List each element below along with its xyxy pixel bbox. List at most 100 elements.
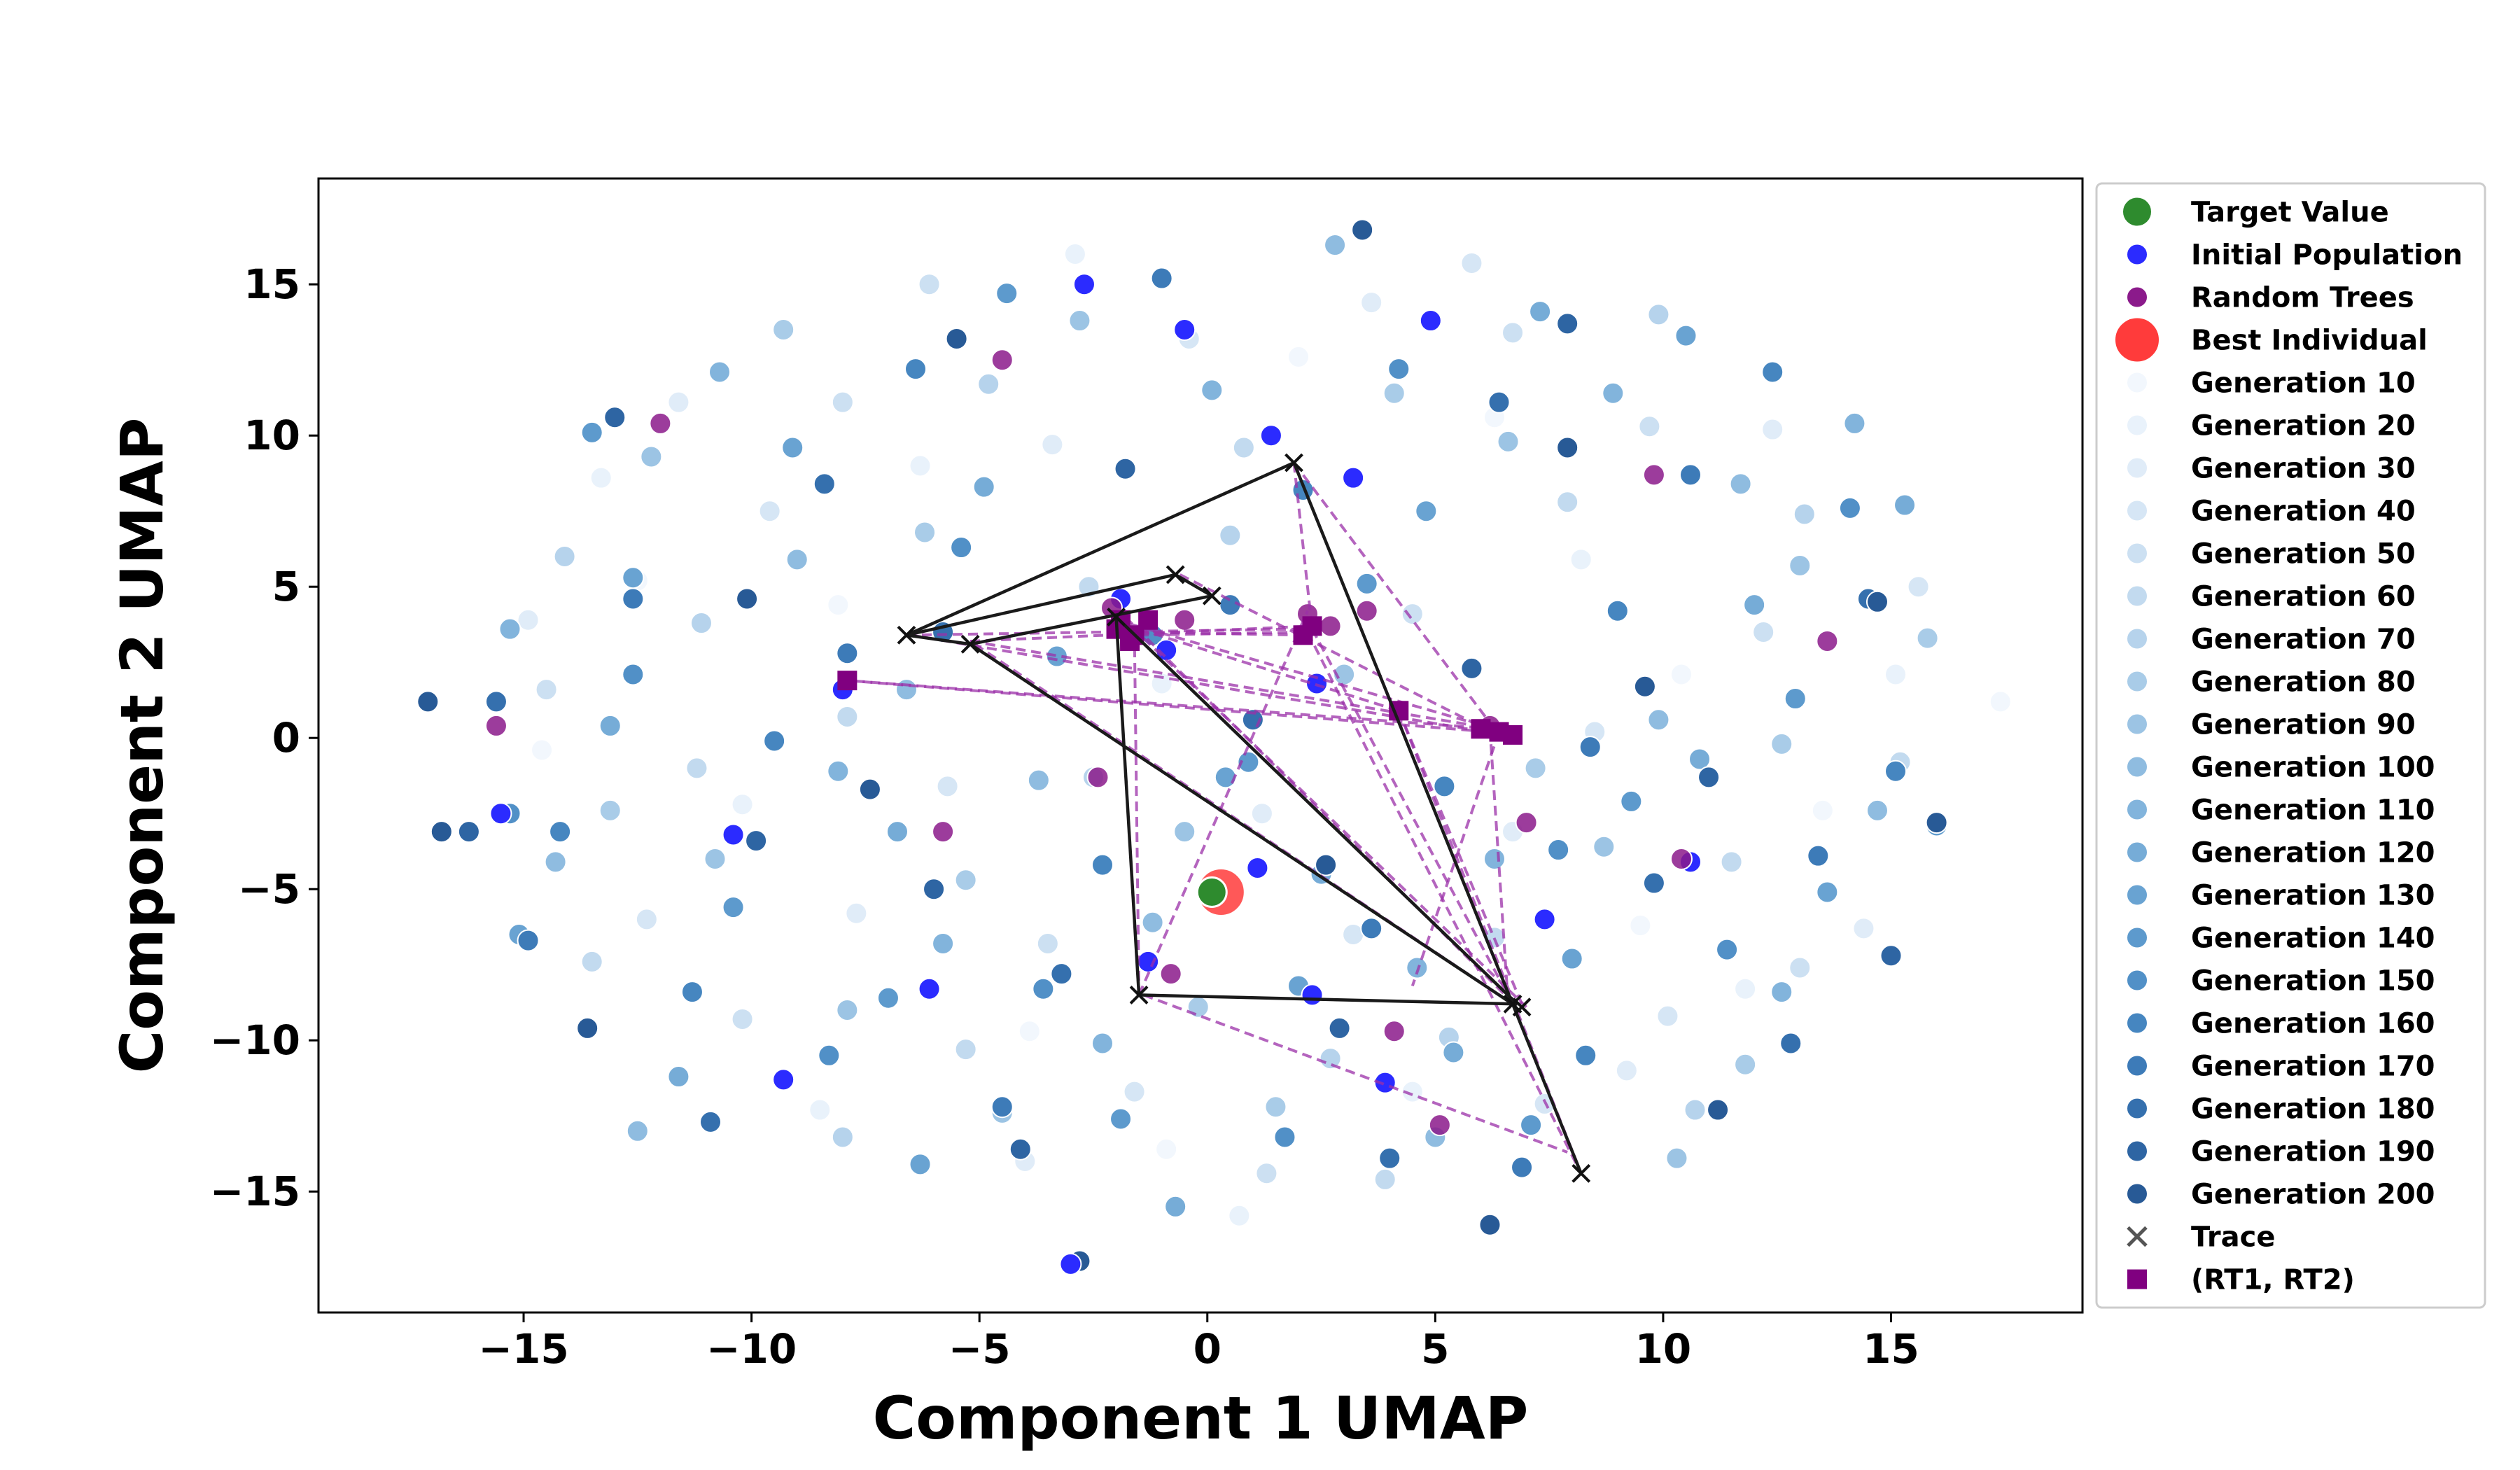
rt-pair-line — [1292, 462, 1314, 629]
generation-190-point — [1698, 766, 1721, 789]
random-tree-point — [1319, 615, 1342, 638]
generation-170-point — [1360, 917, 1383, 940]
generation-20-point — [731, 793, 754, 816]
x-tick-label: 10 — [1635, 1325, 1692, 1373]
legend-item-rt1-rt2: (RT1, RT2) — [2127, 1264, 2355, 1296]
generation-110-point — [827, 760, 850, 783]
legend-marker — [2126, 371, 2148, 394]
generation-50-point — [1401, 603, 1424, 626]
x-tick-label: −5 — [948, 1325, 1011, 1373]
legend-item-generation-30: Generation 30 — [2126, 453, 2416, 485]
legend-item-generation-130: Generation 130 — [2126, 880, 2435, 912]
rt-pair-line — [1292, 461, 1496, 730]
x-tick-label: 0 — [1194, 1325, 1222, 1373]
generation-160-point — [904, 358, 927, 381]
legend: Target Value Initial Population Random Tre… — [2095, 182, 2486, 1309]
generation-160-point — [1606, 599, 1629, 622]
generation-200-point — [416, 690, 440, 713]
legend-item-target-value: Target Value — [2122, 196, 2389, 229]
generation-100-point — [626, 1119, 649, 1142]
generation-160-point — [680, 981, 704, 1004]
legend-item-trace: Trace — [2127, 1222, 2275, 1254]
generation-90-point — [836, 999, 859, 1021]
legend-item-generation-20: Generation 20 — [2126, 410, 2416, 442]
generation-190-point — [1556, 312, 1579, 335]
generation-20-point — [1401, 1080, 1424, 1103]
legend-label: Random Trees — [2191, 282, 2414, 314]
legend-label: Generation 80 — [2191, 666, 2416, 699]
random-tree-point — [1382, 1020, 1406, 1043]
generation-200-point — [858, 778, 881, 801]
generation-190-point — [1879, 944, 1903, 967]
generation-60-point — [580, 950, 603, 973]
generation-20-point — [1063, 243, 1086, 265]
rt-pair-marker — [1503, 724, 1523, 745]
legend-label: Generation 170 — [2191, 1051, 2435, 1083]
generation-130-point — [1214, 766, 1237, 789]
initial-population-point — [1259, 424, 1282, 447]
random-tree-point — [990, 349, 1014, 372]
random-tree-point — [1086, 766, 1110, 789]
generation-110-point — [1200, 379, 1224, 402]
legend-marker — [2126, 1182, 2148, 1205]
generation-100-point — [544, 850, 567, 874]
generation-180-point — [699, 1110, 722, 1133]
legend-label: Generation 130 — [2191, 880, 2435, 912]
generation-80-point — [598, 799, 622, 822]
legend-marker — [2126, 456, 2148, 479]
generation-160-point — [549, 820, 572, 844]
generation-180-point — [813, 472, 836, 496]
generation-60-point — [836, 705, 859, 728]
generation-10-point — [1155, 1138, 1178, 1161]
generation-30-point — [845, 902, 868, 925]
generation-160-point — [1884, 760, 1907, 783]
trace-line — [1139, 993, 1518, 1006]
trace-marker — [1512, 997, 1532, 1017]
generation-110-point — [498, 617, 522, 640]
generation-130-point — [1560, 947, 1583, 970]
legend-label: Generation 180 — [2191, 1093, 2435, 1126]
legend-item-generation-100: Generation 100 — [2126, 752, 2435, 784]
generation-120-point — [1442, 1041, 1465, 1064]
legend-item-generation-80: Generation 80 — [2126, 666, 2416, 699]
rt-pair-line — [1142, 637, 1527, 1009]
x-axis-ticks: −15 −10 −5 0 5 10 15 — [478, 1312, 1919, 1373]
generation-170-point — [1578, 736, 1602, 759]
generation-170-point — [622, 587, 645, 610]
y-axis-ticks: −15 −10 −5 0 5 10 15 — [210, 260, 318, 1215]
legend-label: Generation 20 — [2191, 410, 2416, 442]
legend-label: Generation 190 — [2191, 1136, 2435, 1168]
legend-label: Target Value — [2191, 197, 2389, 229]
generation-140-point — [580, 421, 603, 444]
legend-marker — [2126, 627, 2148, 650]
legend-label: Generation 50 — [2191, 538, 2416, 570]
generation-130-point — [909, 1153, 932, 1176]
generation-110-point — [1406, 956, 1429, 979]
generation-190-point — [1460, 657, 1483, 680]
generation-20-point — [1228, 1204, 1251, 1227]
initial-population-point — [1301, 983, 1324, 1007]
target-value-point — [1196, 876, 1228, 909]
generation-190-point — [1009, 1138, 1032, 1161]
random-tree-point — [1173, 608, 1196, 631]
trace-marker — [1166, 565, 1185, 584]
generation-30-point — [667, 391, 690, 414]
initial-population-point — [1173, 318, 1196, 341]
trace-marker — [1107, 607, 1126, 626]
legend-label: Generation 140 — [2191, 923, 2435, 955]
y-tick-label: 0 — [272, 714, 300, 762]
legend-marker — [2126, 713, 2148, 736]
generation-160-point — [763, 729, 786, 752]
trace-line — [906, 634, 971, 646]
legend-label: Generation 110 — [2191, 794, 2435, 827]
y-tick-label: 5 — [272, 563, 300, 610]
generation-140-point — [1620, 790, 1643, 813]
generation-60-point — [685, 757, 708, 780]
generation-20-point — [1884, 663, 1907, 686]
generation-120-point — [1529, 300, 1552, 323]
generation-180-point — [1050, 962, 1073, 986]
generation-90-point — [704, 848, 727, 870]
legend-label: Generation 10 — [2191, 368, 2416, 400]
legend-marker — [2126, 414, 2148, 437]
x-tick-label: 5 — [1421, 1325, 1449, 1373]
